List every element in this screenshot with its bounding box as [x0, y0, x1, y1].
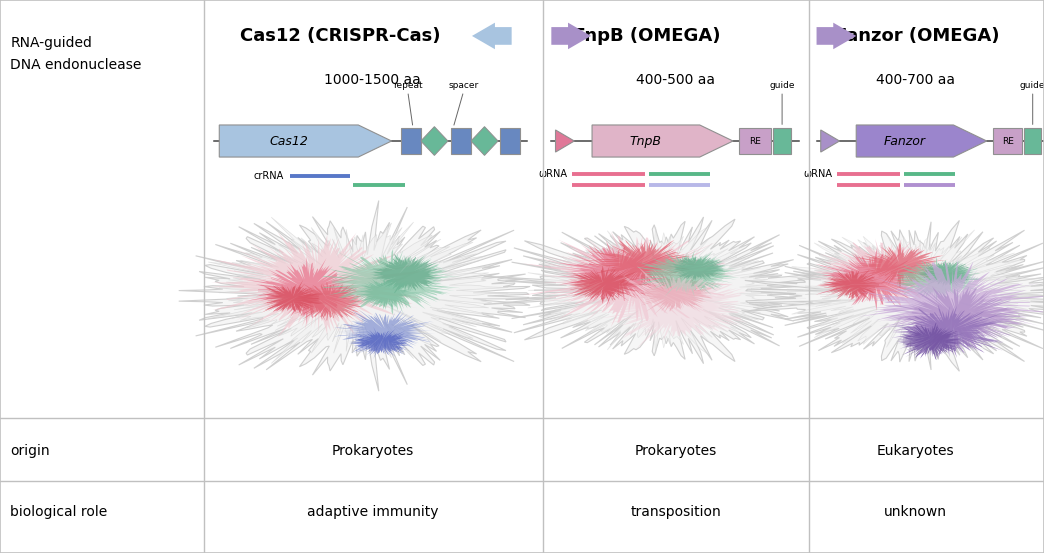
Text: Prokaryotes: Prokaryotes — [634, 444, 717, 458]
Text: 400-500 aa: 400-500 aa — [636, 73, 715, 87]
Polygon shape — [566, 265, 654, 305]
Polygon shape — [555, 130, 574, 152]
Polygon shape — [523, 231, 734, 327]
Bar — [739, 128, 770, 154]
Polygon shape — [896, 322, 967, 360]
Polygon shape — [817, 269, 888, 300]
Polygon shape — [814, 248, 945, 311]
Text: guide: guide — [1020, 81, 1046, 90]
Text: origin: origin — [10, 444, 50, 458]
FancyArrow shape — [816, 23, 856, 49]
Polygon shape — [365, 254, 443, 293]
Polygon shape — [878, 285, 1034, 351]
Polygon shape — [665, 254, 726, 283]
Polygon shape — [894, 256, 983, 302]
Polygon shape — [858, 259, 1048, 349]
Text: ωRNA: ωRNA — [803, 169, 832, 179]
Text: TnpB (OMEGA): TnpB (OMEGA) — [572, 27, 721, 45]
Polygon shape — [891, 305, 1004, 359]
Text: Cas12: Cas12 — [269, 134, 308, 148]
Polygon shape — [243, 256, 364, 325]
Text: unknown: unknown — [885, 504, 947, 519]
Polygon shape — [787, 230, 1043, 351]
Text: transposition: transposition — [630, 504, 721, 519]
Polygon shape — [745, 221, 1048, 371]
Text: crRNA: crRNA — [254, 171, 284, 181]
Polygon shape — [637, 250, 739, 298]
Polygon shape — [471, 127, 498, 155]
Polygon shape — [592, 125, 733, 157]
Polygon shape — [484, 217, 816, 364]
Text: ωRNA: ωRNA — [538, 169, 567, 179]
Polygon shape — [219, 125, 392, 157]
Polygon shape — [421, 127, 447, 155]
Bar — [1024, 128, 1041, 154]
Polygon shape — [637, 270, 713, 316]
Polygon shape — [918, 260, 980, 288]
Text: RE: RE — [1002, 137, 1013, 145]
Bar — [401, 128, 421, 154]
Bar — [451, 128, 471, 154]
Polygon shape — [354, 276, 423, 310]
Polygon shape — [349, 327, 414, 359]
Polygon shape — [260, 280, 329, 317]
Text: Eukaryotes: Eukaryotes — [877, 444, 955, 458]
Text: Fanzor (OMEGA): Fanzor (OMEGA) — [835, 27, 1000, 45]
Polygon shape — [592, 265, 748, 348]
Polygon shape — [179, 201, 530, 391]
Polygon shape — [808, 238, 965, 309]
Text: RNA-guided: RNA-guided — [10, 36, 92, 50]
Text: adaptive immunity: adaptive immunity — [307, 504, 438, 519]
Text: RE: RE — [749, 137, 761, 145]
Polygon shape — [289, 281, 368, 321]
Text: repeat: repeat — [393, 81, 422, 90]
Text: Fanzor: Fanzor — [883, 134, 925, 148]
Polygon shape — [854, 242, 948, 289]
FancyArrow shape — [472, 23, 511, 49]
Polygon shape — [574, 239, 699, 286]
Text: DNA endonuclease: DNA endonuclease — [10, 58, 141, 72]
Text: 1000-1500 aa: 1000-1500 aa — [325, 73, 421, 87]
Polygon shape — [323, 249, 461, 315]
Polygon shape — [558, 239, 695, 308]
Bar — [994, 128, 1022, 154]
Polygon shape — [856, 125, 987, 157]
Polygon shape — [821, 130, 839, 152]
Text: Cas12 (CRISPR-Cas): Cas12 (CRISPR-Cas) — [240, 27, 440, 45]
Text: TnpB: TnpB — [630, 134, 662, 148]
Polygon shape — [333, 310, 436, 354]
Text: Prokaryotes: Prokaryotes — [331, 444, 414, 458]
Polygon shape — [209, 217, 508, 363]
Bar — [772, 128, 791, 154]
Polygon shape — [211, 232, 424, 337]
FancyArrow shape — [551, 23, 591, 49]
Bar — [500, 128, 520, 154]
Polygon shape — [528, 227, 783, 353]
Text: guide: guide — [769, 81, 794, 90]
Text: spacer: spacer — [449, 81, 479, 90]
Text: biological role: biological role — [10, 504, 108, 519]
Text: 400-700 aa: 400-700 aa — [876, 73, 955, 87]
